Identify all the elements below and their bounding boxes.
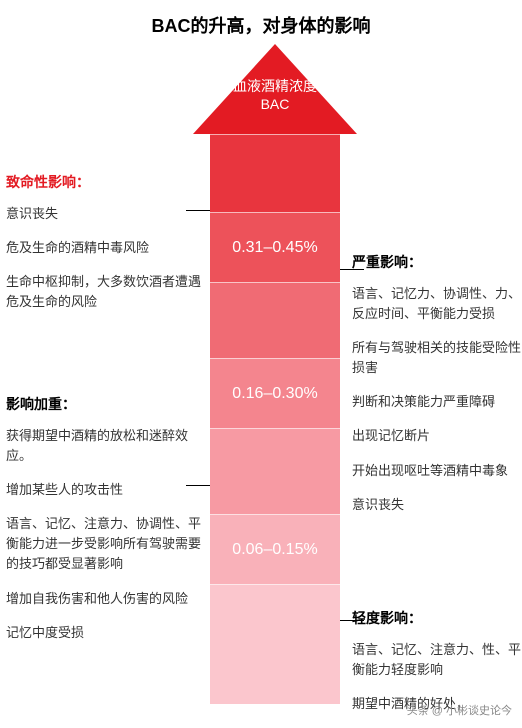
arrow-head: 血液酒精浓度 BAC [193, 44, 357, 134]
block-para-5: 意识丧失 [352, 495, 522, 515]
credit-line: 头条 @ 小彬谈史论今 [407, 702, 512, 718]
segment-6 [210, 584, 340, 704]
arrow-head-label: 血液酒精浓度 BAC [220, 78, 330, 113]
block-para-1: 所有与驾驶相关的技能受险性损害 [352, 338, 522, 378]
block-para-1: 增加某些人的攻击性 [6, 480, 206, 500]
block-header: 影响加重： [6, 394, 206, 416]
block-header: 轻度影响： [352, 608, 522, 630]
block-para-4: 记忆中度受损 [6, 623, 206, 643]
block-para-0: 意识丧失 [6, 204, 206, 224]
block-para-4: 开始出现呕吐等酒精中毒象 [352, 461, 522, 481]
segment-0 [210, 134, 340, 212]
block-header: 严重影响： [352, 252, 522, 274]
head-line2: BAC [220, 96, 330, 114]
left-block-1: 影响加重： 获得期望中酒精的放松和迷醉效应。增加某些人的攻击性语言、记忆、注意力、… [6, 394, 206, 657]
right-block-0: 严重影响： 语言、记忆力、协调性、力、反应时间、平衡能力受损所有与驾驶相关的技能受… [352, 252, 522, 529]
segment-1: 0.31–0.45% [210, 212, 340, 282]
page-title: BAC的升高，对身体的影响 [0, 0, 522, 46]
bac-arrow: 血液酒精浓度 BAC 0.31–0.45% 0.16–0.30% 0.06–0.15… [210, 44, 340, 724]
block-header: 致命性影响： [6, 172, 206, 194]
block-para-0: 获得期望中酒精的放松和迷醉效应。 [6, 426, 206, 466]
block-para-0: 语言、记忆、注意力、性、平衡能力轻度影响 [352, 640, 522, 680]
head-line1: 血液酒精浓度 [220, 78, 330, 96]
arrow-segments: 0.31–0.45% 0.16–0.30% 0.06–0.15% [210, 134, 340, 704]
block-para-1: 危及生命的酒精中毒风险 [6, 238, 206, 258]
block-para-2: 语言、记忆、注意力、协调性、平衡能力进一步受影响所有驾驶需要的技巧都受显著影响 [6, 514, 206, 574]
block-para-0: 语言、记忆力、协调性、力、反应时间、平衡能力受损 [352, 284, 522, 324]
segment-4 [210, 428, 340, 514]
block-para-2: 生命中枢抑制，大多数饮酒者遭遇危及生命的风险 [6, 272, 206, 312]
block-para-2: 判断和决策能力严重障碍 [352, 392, 522, 412]
segment-2 [210, 282, 340, 358]
block-para-3: 出现记忆断片 [352, 426, 522, 446]
segment-3: 0.16–0.30% [210, 358, 340, 428]
block-para-3: 增加自我伤害和他人伤害的风险 [6, 589, 206, 609]
segment-5: 0.06–0.15% [210, 514, 340, 584]
left-block-0: 致命性影响： 意识丧失危及生命的酒精中毒风险生命中枢抑制，大多数饮酒者遭遇危及生命… [6, 172, 206, 326]
